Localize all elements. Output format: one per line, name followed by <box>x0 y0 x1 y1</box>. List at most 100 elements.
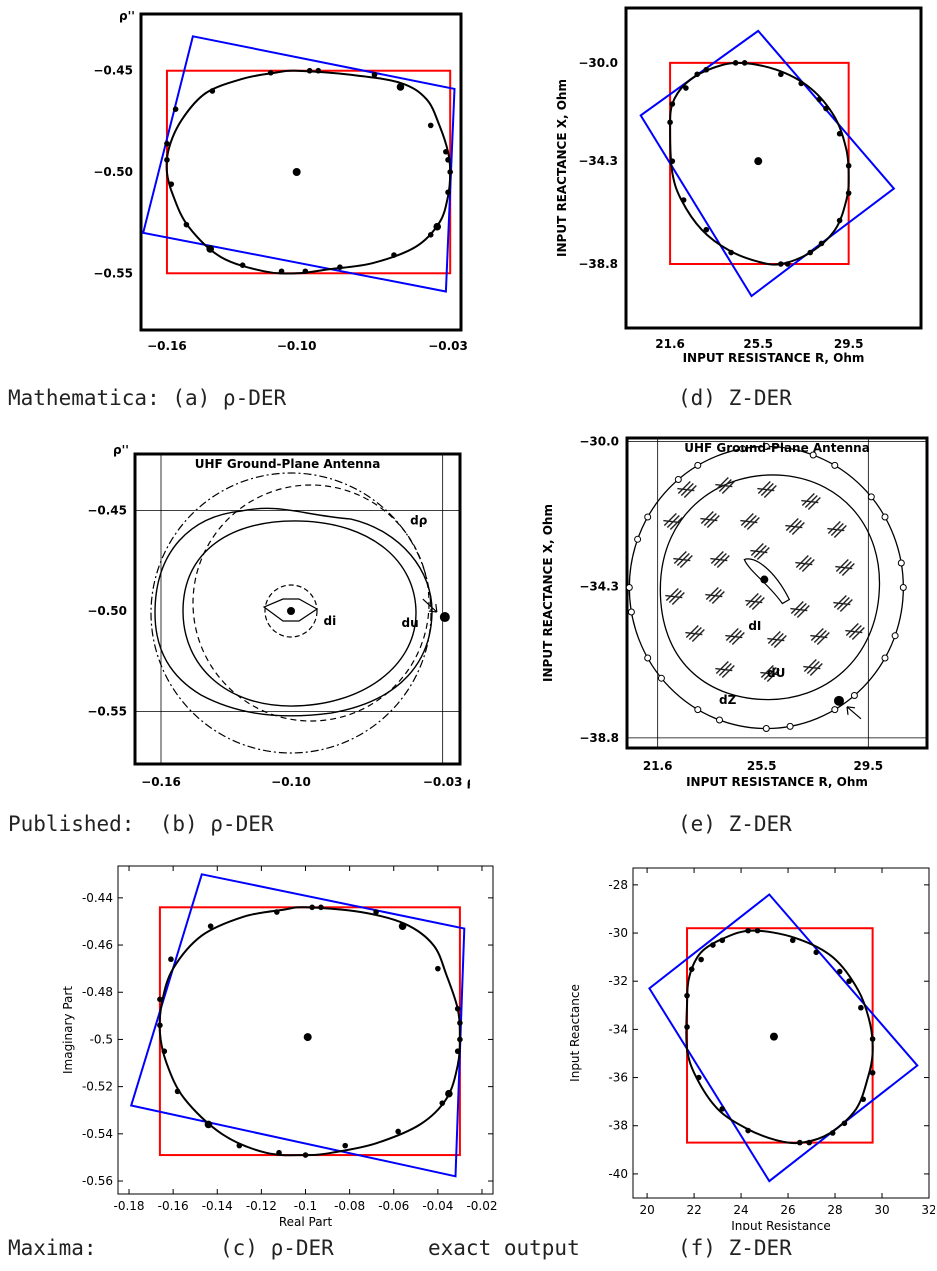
data-point-d-0 <box>732 60 739 66</box>
data-point-d-10 <box>818 240 825 247</box>
data-point-f-10 <box>841 1120 848 1127</box>
data-point-f-0 <box>745 927 751 934</box>
data-point-a-6 <box>443 148 449 155</box>
data-point-f-12 <box>806 1139 812 1146</box>
y-tick-label-f-2: -32 <box>608 974 628 988</box>
hatch-cluster-e-4 <box>663 513 683 531</box>
x-tick-label-c-1: -0.16 <box>158 1199 189 1213</box>
hatch-cluster-e-24 <box>715 661 735 679</box>
data-point-c-18 <box>174 1088 181 1095</box>
x-axis-label-e: INPUT RESISTANCE R, Ohm <box>686 775 868 789</box>
data-point-d-14 <box>728 249 734 256</box>
data-point-f-20 <box>698 956 704 963</box>
hatch-cluster-e-3 <box>801 493 821 511</box>
data-point-f-17 <box>684 1024 690 1030</box>
data-point-a-21 <box>164 140 170 147</box>
data-point-c-14 <box>302 1152 309 1158</box>
hatch-cluster-e-16 <box>745 593 765 611</box>
frame-e <box>625 436 929 750</box>
data-point-f-13 <box>796 1139 803 1146</box>
x-tick-label-c-2: -0.14 <box>202 1199 233 1213</box>
caption-row2-right: (e) Z-DER <box>678 812 792 836</box>
caption-row1-left: Mathematica: (a) ρ-DER <box>8 386 287 410</box>
open-marker-e-0 <box>899 584 907 591</box>
data-point-a-20 <box>164 157 170 163</box>
operating-point-e <box>834 695 844 706</box>
open-marker-e-5 <box>850 692 858 699</box>
center-point-b <box>287 607 295 616</box>
y-tick-label-b-2: −0.55 <box>87 705 127 719</box>
data-point-d-7 <box>845 162 852 169</box>
data-point-d-19 <box>669 101 676 107</box>
x-tick-label-f-6: 32 <box>921 1203 935 1217</box>
x-tick-label-a-1: −0.10 <box>277 339 317 353</box>
boundary-curve-f <box>685 929 874 1145</box>
data-point-c-16 <box>236 1142 243 1149</box>
x-tick-label-d-2: 29.5 <box>834 337 864 351</box>
big-point-c-0 <box>204 1120 213 1129</box>
di-curve-e <box>743 558 791 605</box>
data-point-f-18 <box>684 992 690 999</box>
y-tick-label-c-3: -0.5 <box>90 1032 113 1046</box>
open-marker-e-23 <box>674 476 682 483</box>
open-marker-e-24 <box>694 461 702 469</box>
x-tick-label-c-7: -0.04 <box>422 1199 453 1213</box>
data-point-c-19 <box>161 1048 168 1055</box>
data-point-c-3 <box>373 909 379 915</box>
caption-row3-exact: exact output <box>428 1236 580 1260</box>
data-point-a-8 <box>447 169 453 175</box>
open-marker-e-12 <box>694 706 702 714</box>
y-tick-label-d-2: −38.8 <box>578 257 618 271</box>
data-point-d-8 <box>845 190 852 196</box>
x-tick-label-f-1: 22 <box>686 1203 701 1217</box>
y-tick-label-c-4: -0.52 <box>82 1080 113 1094</box>
data-point-c-23 <box>207 923 214 929</box>
x-tick-label-b-0: −0.16 <box>141 775 181 789</box>
panel-b-rho-der-published: dρ du di UHF Ground-Plane Antenna −0.16 −0.10… <box>87 443 470 789</box>
y-axis-label-c: Imaginary Part <box>61 986 75 1074</box>
data-point-a-19 <box>168 181 175 187</box>
x-tick-label-e-0: 21.6 <box>643 759 673 773</box>
x-tick-label-c-0: -0.18 <box>113 1199 144 1213</box>
panel-c-rho-der-maxima: -0.18 -0.16 -0.14 -0.12 -0.1 -0.08 -0.06 -0.04-… <box>61 865 498 1229</box>
data-point-a-15 <box>278 268 285 275</box>
panel-d-z-der-mathematica: 21.6 25.5 29.5 −30.0 −34.3 −38.8 INPUT RESISTA… <box>555 6 923 365</box>
y-tick-label-f-6: -40 <box>608 1167 628 1181</box>
hatch-cluster-e-8 <box>827 521 847 539</box>
open-marker-e-27 <box>762 443 770 450</box>
data-point-d-5 <box>823 105 829 112</box>
data-point-c-15 <box>276 1149 282 1156</box>
y-tick-label-f-1: -30 <box>608 926 628 940</box>
panel-a-rho-der-mathematica: −0.16−0.10−0.03−0.45−0.50−0.55ρ''ρ' <box>93 9 468 353</box>
data-point-f-3 <box>813 949 820 956</box>
x-tick-label-b-2: −0.03 <box>423 775 463 789</box>
open-marker-e-14 <box>657 674 665 682</box>
y-tick-label-d-0: −30.0 <box>578 56 618 70</box>
y-tick-label-b-0: −0.45 <box>87 503 127 517</box>
caption-row2-left: Published: (b) ρ-DER <box>8 812 274 836</box>
data-point-d-12 <box>784 261 791 267</box>
data-point-f-4 <box>836 968 843 975</box>
plot-f: 20 22 24 26 28 30 32 -28 -30 -32 -34 -36 -38 -40 Input… <box>568 867 935 1230</box>
x-tick-label-c-4: -0.1 <box>294 1199 317 1213</box>
data-point-a-5 <box>427 122 434 129</box>
y-tick-label-e-0: −30.0 <box>579 434 619 448</box>
boundary-curve-a <box>165 69 452 275</box>
data-point-a-11 <box>427 231 434 238</box>
hatch-cluster-e-0 <box>677 481 697 499</box>
y-tick-label-b-1: −0.50 <box>87 604 127 618</box>
data-point-c-5 <box>435 965 441 972</box>
operating-point-b <box>439 612 450 623</box>
data-point-d-4 <box>816 96 823 103</box>
x-tick-label-b-1: −0.10 <box>271 775 311 789</box>
curve-label-e-2: dZ <box>719 693 737 707</box>
big-point-c-2 <box>445 1089 453 1098</box>
data-point-c-11 <box>439 1100 446 1106</box>
x-tick-label-c-6: -0.06 <box>378 1199 409 1213</box>
center-point-f <box>769 1032 778 1041</box>
open-marker-e-3 <box>881 654 889 662</box>
rotated-rect-f <box>648 893 919 1183</box>
hatch-cluster-e-9 <box>673 551 693 569</box>
y-tick-label-a-1: −0.50 <box>93 165 133 179</box>
outer-dashdot-circle-b <box>150 472 432 754</box>
